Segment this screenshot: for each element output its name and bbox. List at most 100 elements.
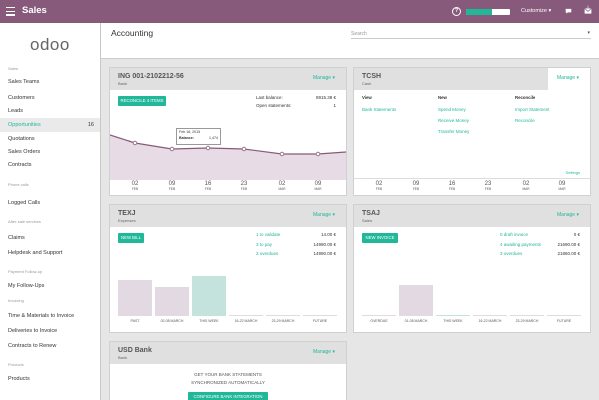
journal-type: Sales — [362, 218, 373, 223]
tick-month: FEB — [131, 187, 139, 191]
summary-link[interactable]: 1 to validate — [256, 232, 281, 237]
open-statements-value[interactable]: 1 — [333, 103, 336, 108]
chart-point[interactable] — [205, 145, 211, 151]
usd-bank-journal-card: USD Bank Bank Manage ▾ GET YOUR BANK STA… — [110, 342, 346, 400]
receive-money-link[interactable]: Receive Money — [438, 118, 470, 123]
help-icon[interactable]: ? — [452, 7, 461, 16]
chart-point[interactable] — [132, 140, 138, 146]
bar-mark[interactable] — [510, 314, 544, 316]
tooltip-value: 1,474 — [209, 136, 218, 140]
reconcile-button[interactable]: RECONCILE 4 ITEMS — [118, 96, 166, 106]
customize-menu[interactable]: Customize ▾ — [521, 8, 552, 14]
summary-link[interactable]: 2 overdues — [256, 251, 279, 256]
reconcile-link[interactable]: Reconcile — [515, 118, 535, 123]
last-balance-label: Last balance: — [256, 95, 283, 100]
bar-label: 02-08 MARCH — [160, 319, 184, 323]
manage-dropdown[interactable]: Manage ▾ — [313, 349, 335, 355]
app-title: Sales — [22, 5, 47, 16]
card-header — [354, 205, 590, 227]
date-tick: 16 FEB — [442, 181, 462, 191]
sidebar-item[interactable]: Time & Materials to Invoice — [0, 309, 100, 323]
configure-bank-integration-button[interactable]: CONFIGURE BANK INTEGRATION — [188, 392, 268, 400]
sidebar-item[interactable]: Contracts — [0, 158, 100, 172]
chart-point[interactable] — [241, 146, 247, 152]
menu-icon[interactable] — [6, 7, 15, 16]
settings-link[interactable]: Settings — [565, 170, 580, 175]
sidebar-item-label: Products — [8, 376, 30, 382]
summary-amount: 0 € — [573, 232, 580, 237]
sidebar-section-label: Sales — [8, 66, 19, 71]
new-invoice-button[interactable]: NEW INVOICE — [362, 233, 398, 243]
journal-title[interactable]: ING 001-2102212-56 — [118, 73, 184, 80]
import-statement-link[interactable]: Import Statement — [515, 107, 550, 112]
summary-amount: 21690.00 € — [557, 241, 580, 247]
manage-dropdown[interactable]: Manage ▾ — [313, 212, 335, 218]
sidebar-item[interactable]: Logged Calls — [0, 196, 100, 210]
sidebar-item[interactable]: Products — [0, 372, 100, 386]
bar-label: THIS WEEK — [443, 319, 463, 323]
bar-mark[interactable] — [155, 287, 189, 316]
manage-dropdown[interactable]: Manage ▾ — [313, 75, 335, 81]
summary-link[interactable]: 3 to pay — [256, 241, 273, 247]
sidebar-item[interactable]: Quotations — [0, 132, 100, 146]
journal-title[interactable]: TSAJ — [362, 210, 380, 217]
new-bill-button[interactable]: NEW BILL — [118, 233, 144, 243]
journal-title[interactable]: USD Bank — [118, 347, 152, 354]
chart-point[interactable] — [315, 151, 321, 157]
bar-mark[interactable] — [399, 285, 433, 316]
summary-link[interactable]: 0 draft invoice — [500, 232, 529, 237]
bar-mark[interactable] — [303, 314, 337, 316]
bar-mark[interactable] — [547, 314, 581, 316]
sidebar-item-label: Time & Materials to Invoice — [8, 313, 75, 319]
bar-mark[interactable] — [229, 314, 263, 316]
messages-button[interactable]: 1 — [584, 5, 592, 14]
search-input[interactable]: Search ▾ — [351, 30, 591, 39]
bar-mark[interactable] — [362, 314, 396, 316]
bar-mark[interactable] — [266, 314, 300, 316]
sidebar-item[interactable]: Opportunities 16 — [0, 118, 100, 132]
onboarding-progress-bar[interactable] — [466, 8, 510, 15]
customize-label: Customize — [521, 8, 547, 14]
summary-link[interactable]: 4 awaiting payments — [500, 241, 542, 247]
sidebar-item[interactable]: Customers — [0, 91, 100, 105]
bar-mark[interactable] — [473, 314, 507, 316]
summary-link[interactable]: 3 overdues — [500, 251, 523, 256]
sidebar-item[interactable]: Contracts to Renew — [0, 339, 100, 353]
bar-mark[interactable] — [118, 280, 152, 316]
cash-journal-card: TCSH Cash Manage ▾ View New Reconcile Ba… — [354, 68, 590, 195]
sidebar-item[interactable]: Sales Teams — [0, 75, 100, 89]
bank-statements-link[interactable]: Bank Statements — [362, 107, 397, 112]
sidebar-item-label: Claims — [8, 235, 25, 241]
control-panel: Accounting Search ▾ — [101, 23, 599, 59]
top-navbar: Sales ? Customize ▾ 1 — [0, 0, 599, 23]
sidebar-item[interactable]: Sales Orders — [0, 145, 100, 159]
sidebar-item[interactable]: My Follow-Ups — [0, 279, 100, 293]
search-dropdown-icon[interactable]: ▾ — [587, 30, 590, 36]
sidebar-item-label: Customers — [8, 95, 35, 101]
chart-tooltip: Feb 16, 2015 Balance: 1,474 — [176, 128, 221, 145]
manage-dropdown[interactable]: Manage ▾ — [557, 75, 579, 81]
date-tick: 23 FEB — [478, 181, 498, 191]
bar-label: THIS WEEK — [199, 319, 219, 323]
sidebar-item[interactable]: Leads — [0, 104, 100, 118]
tick-day: 09 — [168, 181, 176, 187]
chat-icon[interactable] — [565, 8, 572, 14]
manage-dropdown[interactable]: Manage ▾ — [557, 212, 579, 218]
sidebar-section-label: Payment Follow-up — [8, 269, 43, 274]
tick-month: MAR — [278, 187, 286, 191]
transfer-money-link[interactable]: Transfer Money — [438, 129, 470, 134]
journal-title[interactable]: TCSH — [362, 73, 382, 80]
journal-title[interactable]: TEXJ — [118, 210, 136, 217]
sidebar-section-label: Phone calls — [8, 182, 29, 187]
sidebar: odoo Sales Sales Teams Customers Leads Oppor… — [0, 23, 101, 400]
sidebar-item[interactable]: Helpdesk and Support — [0, 246, 100, 260]
spend-money-link[interactable]: Spend Money — [438, 107, 466, 112]
sync-message-line2: SYNCHRONIZED AUTOMATICALLY — [191, 380, 265, 385]
bar-mark[interactable] — [436, 314, 470, 316]
chart-point[interactable] — [279, 151, 285, 157]
sidebar-item[interactable]: Deliveries to Invoice — [0, 324, 100, 338]
last-balance-value: 8915.38 € — [315, 95, 336, 100]
bar-mark[interactable] — [192, 276, 226, 316]
chart-point[interactable] — [169, 146, 175, 152]
sidebar-item[interactable]: Claims — [0, 231, 100, 245]
